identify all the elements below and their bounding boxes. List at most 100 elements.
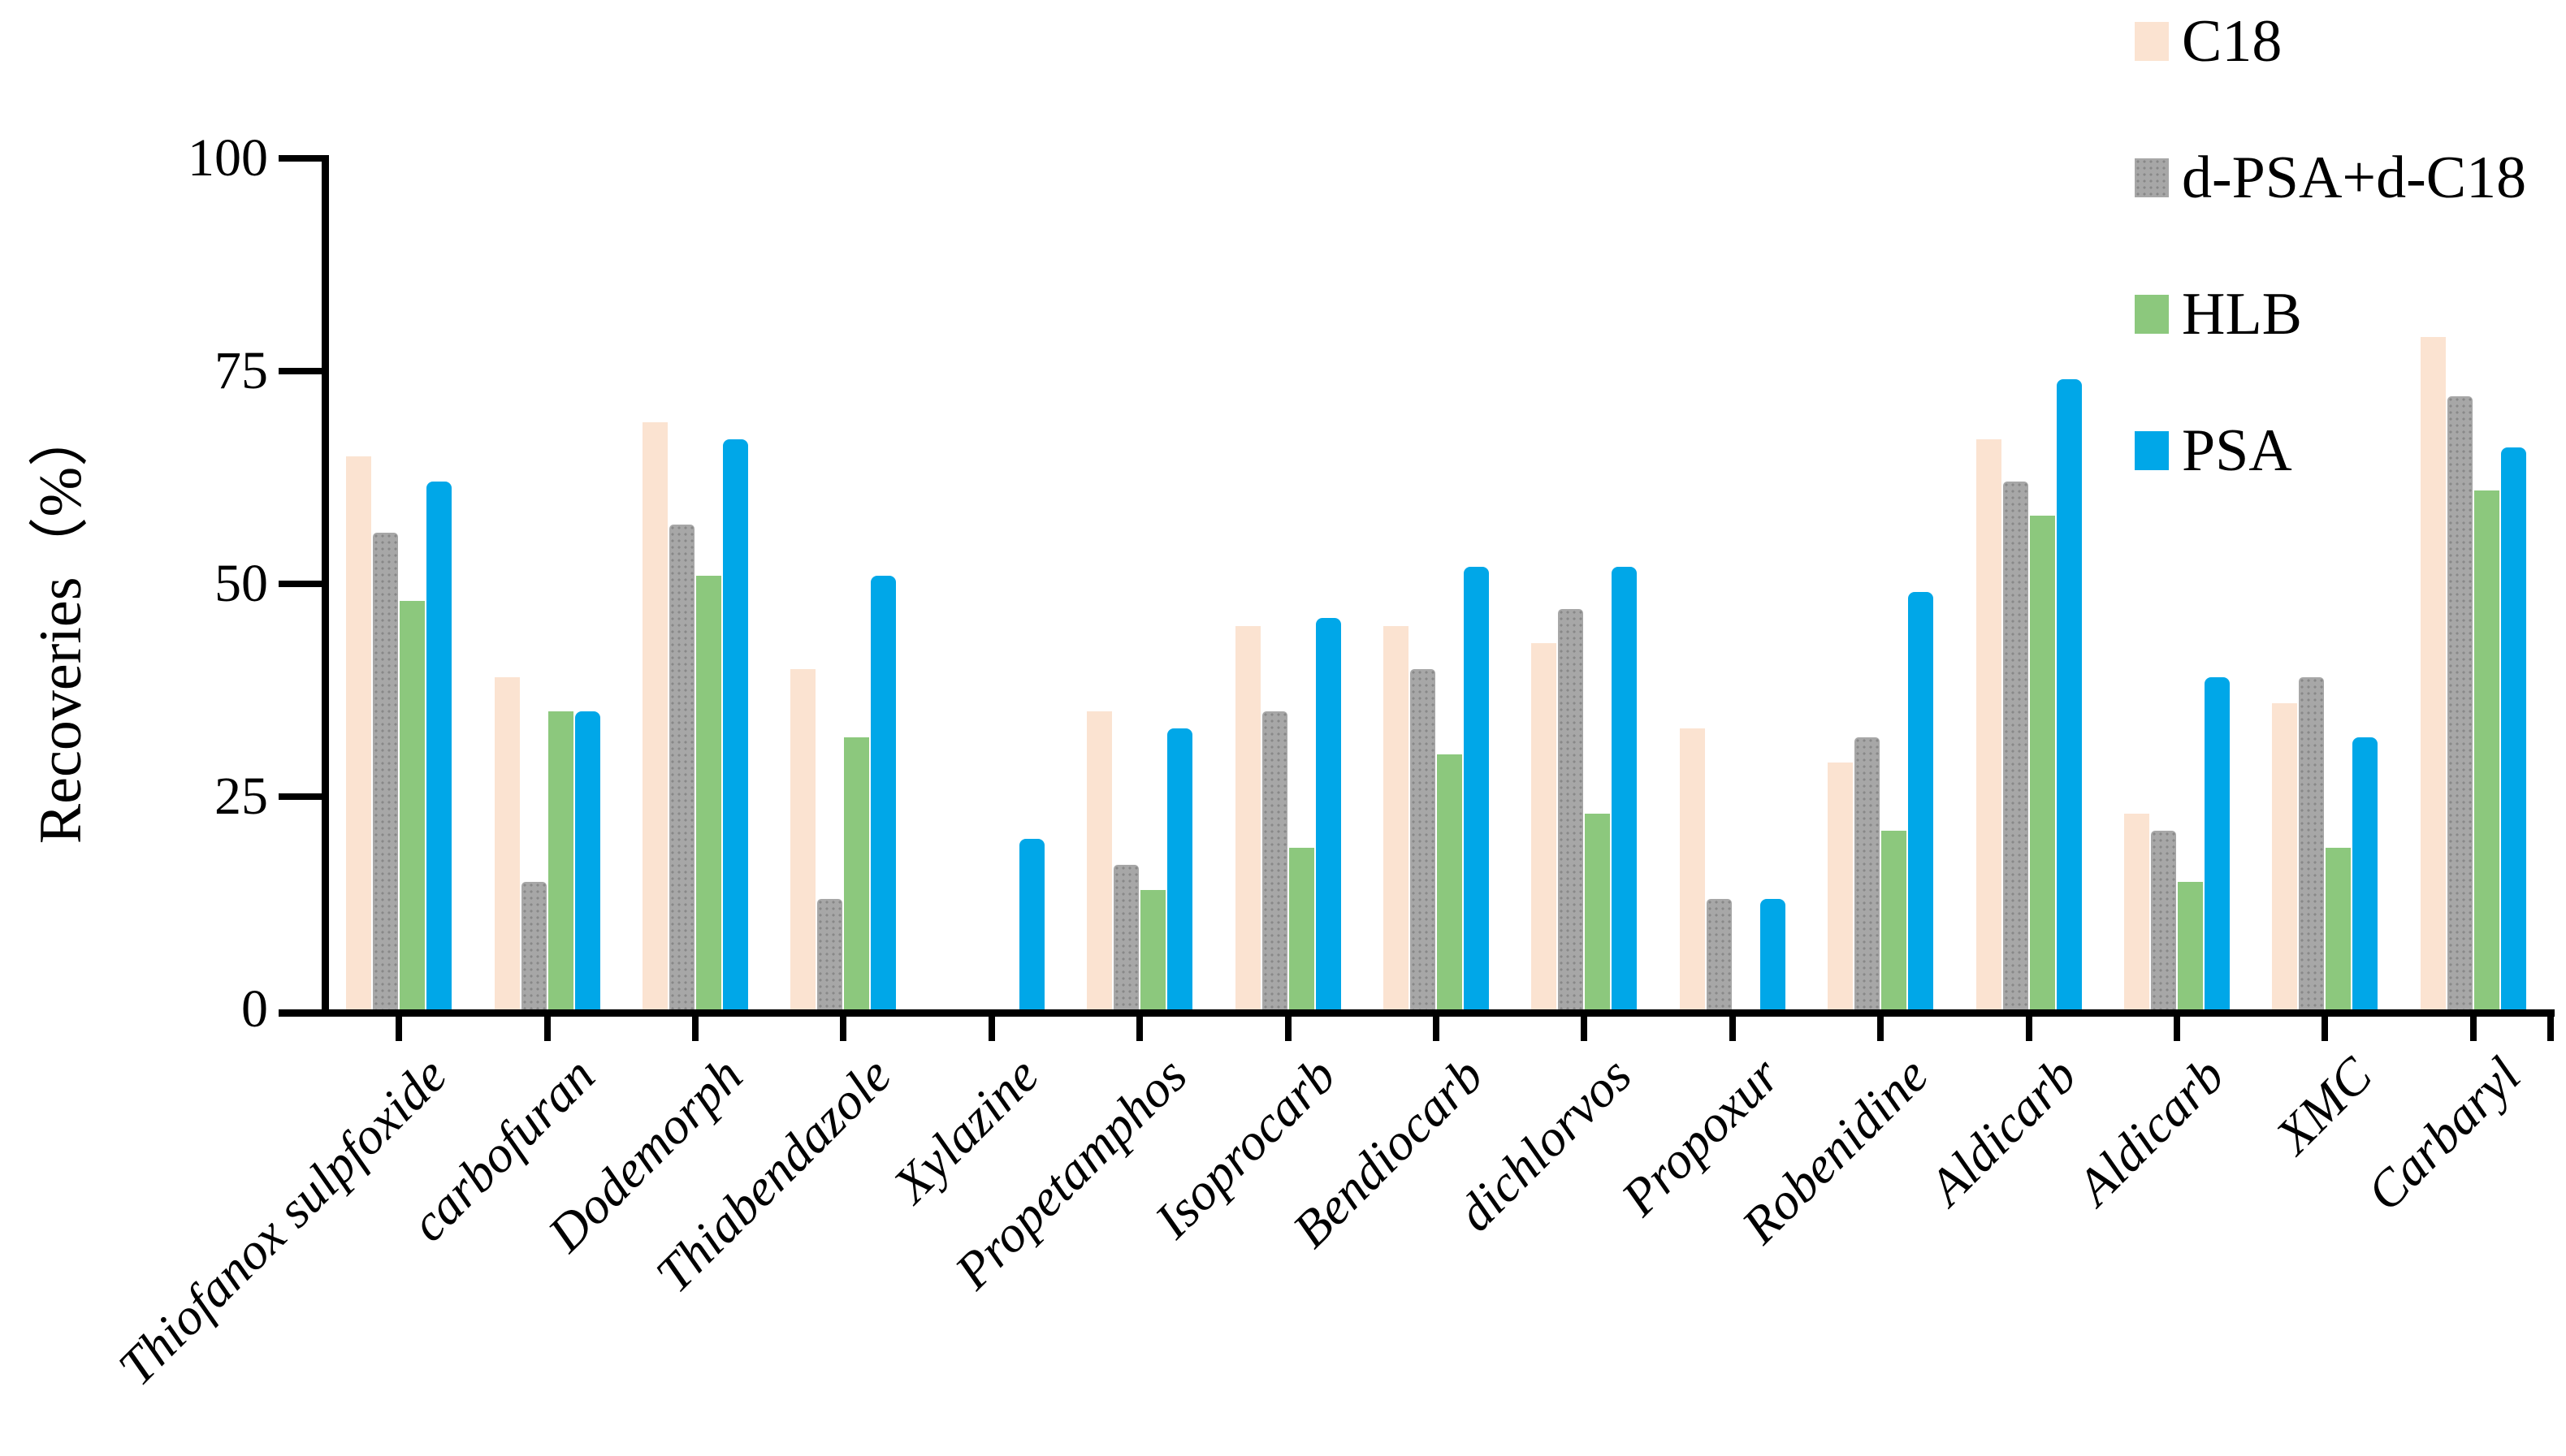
legend-item-psa: PSA [2135, 413, 2526, 489]
bar-psa-cat9 [1759, 898, 1785, 1009]
bar-c18-cat3 [790, 668, 816, 1009]
bar-d-psa-d-c18-cat11 [2002, 482, 2028, 1009]
bar-hlb-cat3 [844, 737, 870, 1009]
bar-psa-cat10 [1908, 592, 1934, 1009]
x-tick-4 [988, 1017, 995, 1041]
legend-label: HLB [2182, 281, 2302, 348]
bar-psa-cat7 [1464, 567, 1489, 1009]
legend-label: PSA [2182, 417, 2292, 484]
x-tick-2 [692, 1017, 699, 1041]
bar-c18-cat12 [2124, 813, 2149, 1009]
bar-hlb-cat0 [400, 600, 426, 1009]
y-tick-75 [279, 368, 325, 374]
y-tick-label-25: 25 [214, 767, 268, 826]
bar-psa-cat14 [2500, 447, 2526, 1009]
y-tick-label-0: 0 [241, 979, 268, 1039]
x-axis-line [279, 1009, 2555, 1017]
bar-d-psa-d-c18-cat14 [2447, 396, 2473, 1009]
bar-psa-cat8 [1612, 567, 1638, 1009]
bar-d-psa-d-c18-cat2 [669, 524, 695, 1009]
y-tick-label-50: 50 [214, 554, 268, 613]
legend: C18 d-PSA+d-C18 HLB PSA [2135, 3, 2526, 549]
x-tick-11 [2025, 1017, 2032, 1041]
y-axis-line [322, 155, 329, 1017]
y-tick-25 [279, 793, 325, 800]
legend-swatch-icon [2135, 431, 2169, 470]
bar-d-psa-d-c18-cat1 [521, 881, 547, 1009]
bar-hlb-cat10 [1881, 830, 1907, 1009]
bar-c18-cat14 [2420, 337, 2446, 1009]
bar-hlb-cat11 [2029, 516, 2055, 1009]
bar-psa-cat6 [1315, 617, 1341, 1009]
y-axis-title: Recoveries（%） [28, 406, 94, 845]
bar-psa-cat1 [574, 711, 600, 1009]
x-tick-1 [543, 1017, 551, 1041]
bar-psa-cat11 [2056, 379, 2082, 1009]
bar-d-psa-d-c18-cat5 [1114, 864, 1140, 1009]
bar-psa-cat12 [2205, 677, 2230, 1009]
bar-d-psa-d-c18-cat10 [1854, 737, 1880, 1009]
legend-label: d-PSA+d-C18 [2182, 145, 2527, 211]
x-tick-14 [2469, 1017, 2477, 1041]
bar-hlb-cat2 [696, 575, 721, 1009]
bar-hlb-cat5 [1140, 890, 1166, 1009]
bar-psa-cat4 [1019, 839, 1045, 1009]
x-tick-13 [2322, 1017, 2329, 1041]
bar-d-psa-d-c18-cat12 [2151, 830, 2176, 1009]
y-tick-50 [279, 581, 325, 587]
bar-d-psa-d-c18-cat13 [2299, 677, 2325, 1009]
bar-c18-cat2 [643, 421, 668, 1009]
bar-c18-cat6 [1235, 626, 1261, 1009]
bar-c18-cat11 [1975, 439, 2001, 1009]
bar-hlb-cat1 [547, 711, 573, 1009]
x-tick-3 [840, 1017, 847, 1041]
x-tick-9 [1729, 1017, 1736, 1041]
bar-hlb-cat6 [1288, 847, 1314, 1009]
bar-d-psa-d-c18-cat9 [1706, 898, 1732, 1009]
bar-d-psa-d-c18-cat3 [817, 898, 843, 1009]
bar-c18-cat1 [494, 677, 520, 1009]
bar-c18-cat8 [1531, 643, 1557, 1009]
y-tick-label-100: 100 [188, 128, 268, 188]
x-category-label-12: Aldicarb [2065, 1046, 2235, 1216]
x-tick-5 [1136, 1017, 1144, 1041]
bar-d-psa-d-c18-cat6 [1261, 711, 1287, 1009]
bar-psa-cat2 [723, 439, 748, 1009]
bar-d-psa-d-c18-cat0 [373, 533, 399, 1009]
x-category-label-11: Aldicarb [1917, 1046, 2088, 1216]
x-tick-7 [1433, 1017, 1439, 1041]
legend-swatch-icon [2135, 295, 2169, 334]
legend-item-c18: C18 [2135, 3, 2526, 80]
legend-label: C18 [2182, 8, 2283, 75]
x-tick-12 [2174, 1017, 2180, 1041]
legend-swatch-icon [2135, 158, 2169, 197]
y-tick-100 [279, 155, 325, 162]
bar-d-psa-d-c18-cat7 [1410, 668, 1435, 1009]
bar-d-psa-d-c18-cat8 [1558, 609, 1584, 1009]
bar-hlb-cat14 [2473, 490, 2499, 1009]
y-tick-label-75: 75 [214, 341, 268, 400]
x-tick-6 [1284, 1017, 1292, 1041]
legend-item-hlb: HLB [2135, 276, 2526, 352]
bar-psa-cat3 [871, 575, 897, 1009]
bar-psa-cat0 [426, 482, 452, 1009]
bar-hlb-cat12 [2178, 881, 2203, 1009]
x-category-label-14: Carbaryl [2356, 1046, 2532, 1222]
bar-c18-cat10 [1828, 763, 1854, 1009]
x-category-label-0: Thiofanox sulpfoxide [106, 1046, 457, 1397]
bar-hlb-cat7 [1437, 754, 1462, 1009]
bar-c18-cat5 [1087, 711, 1113, 1009]
bar-hlb-cat8 [1585, 813, 1611, 1009]
bar-psa-cat5 [1167, 728, 1193, 1009]
x-tick-10 [1877, 1017, 1884, 1041]
x-category-label-13: XMC [2265, 1046, 2383, 1165]
bar-psa-cat13 [2352, 737, 2378, 1009]
x-axis-end-tick [2547, 1017, 2554, 1041]
x-tick-0 [396, 1017, 403, 1041]
bar-hlb-cat13 [2326, 847, 2352, 1009]
bar-c18-cat13 [2272, 702, 2298, 1009]
bar-c18-cat9 [1679, 728, 1705, 1009]
legend-swatch-icon [2135, 22, 2169, 61]
bar-c18-cat7 [1383, 626, 1408, 1009]
